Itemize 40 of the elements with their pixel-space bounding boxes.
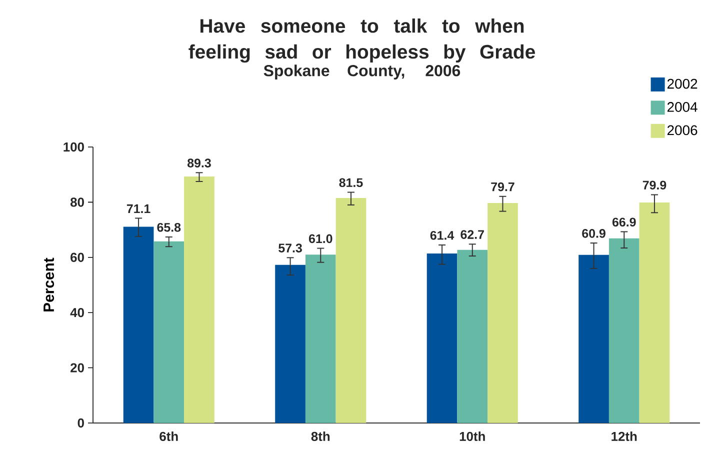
y-tick-label: 0 <box>78 418 84 428</box>
bar <box>488 203 518 423</box>
legend-label: 2002 <box>667 78 698 89</box>
bar <box>639 202 670 423</box>
x-tick-label: 8th <box>311 432 330 442</box>
bar <box>336 198 366 423</box>
data-label: 62.7 <box>460 230 484 239</box>
bar <box>275 264 306 423</box>
data-label: 79.9 <box>642 180 666 190</box>
data-label: 66.9 <box>612 218 636 227</box>
data-label: 61.4 <box>430 230 454 240</box>
data-label: 71.1 <box>126 204 150 213</box>
data-label: 57.3 <box>278 244 302 252</box>
bar <box>426 254 458 423</box>
data-label: 65.8 <box>157 222 181 232</box>
x-tick-label: 6th <box>160 432 178 442</box>
data-label: 89.3 <box>188 158 211 168</box>
y-tick-label: 20 <box>70 363 84 372</box>
chart-title: Have someone to talk to when feeling sad or hopeless by Grade <box>188 18 535 63</box>
bar <box>154 241 184 423</box>
y-tick-label: 80 <box>70 198 84 207</box>
bar <box>578 254 609 423</box>
y-tick-label: 40 <box>70 308 84 318</box>
x-tick-label: 10th <box>460 432 485 442</box>
bar <box>608 238 640 423</box>
bar <box>184 176 214 423</box>
data-label: 81.5 <box>339 178 363 188</box>
data-label: 79.7 <box>491 182 514 192</box>
bar <box>123 226 154 423</box>
y-tick-label: 60 <box>70 252 84 262</box>
data-label: 60.9 <box>582 229 606 238</box>
legend-label: 2006 <box>667 125 698 136</box>
bar <box>305 254 336 423</box>
data-label: 61.0 <box>308 234 332 244</box>
y-tick-label: 100 <box>64 142 84 152</box>
legend-label: 2004 <box>667 102 698 112</box>
chart-subtitle: Spokane County, 2006 <box>264 64 460 80</box>
y-axis-title: Percent <box>44 258 54 312</box>
x-tick-label: 12th <box>612 432 637 441</box>
bar <box>457 250 488 423</box>
